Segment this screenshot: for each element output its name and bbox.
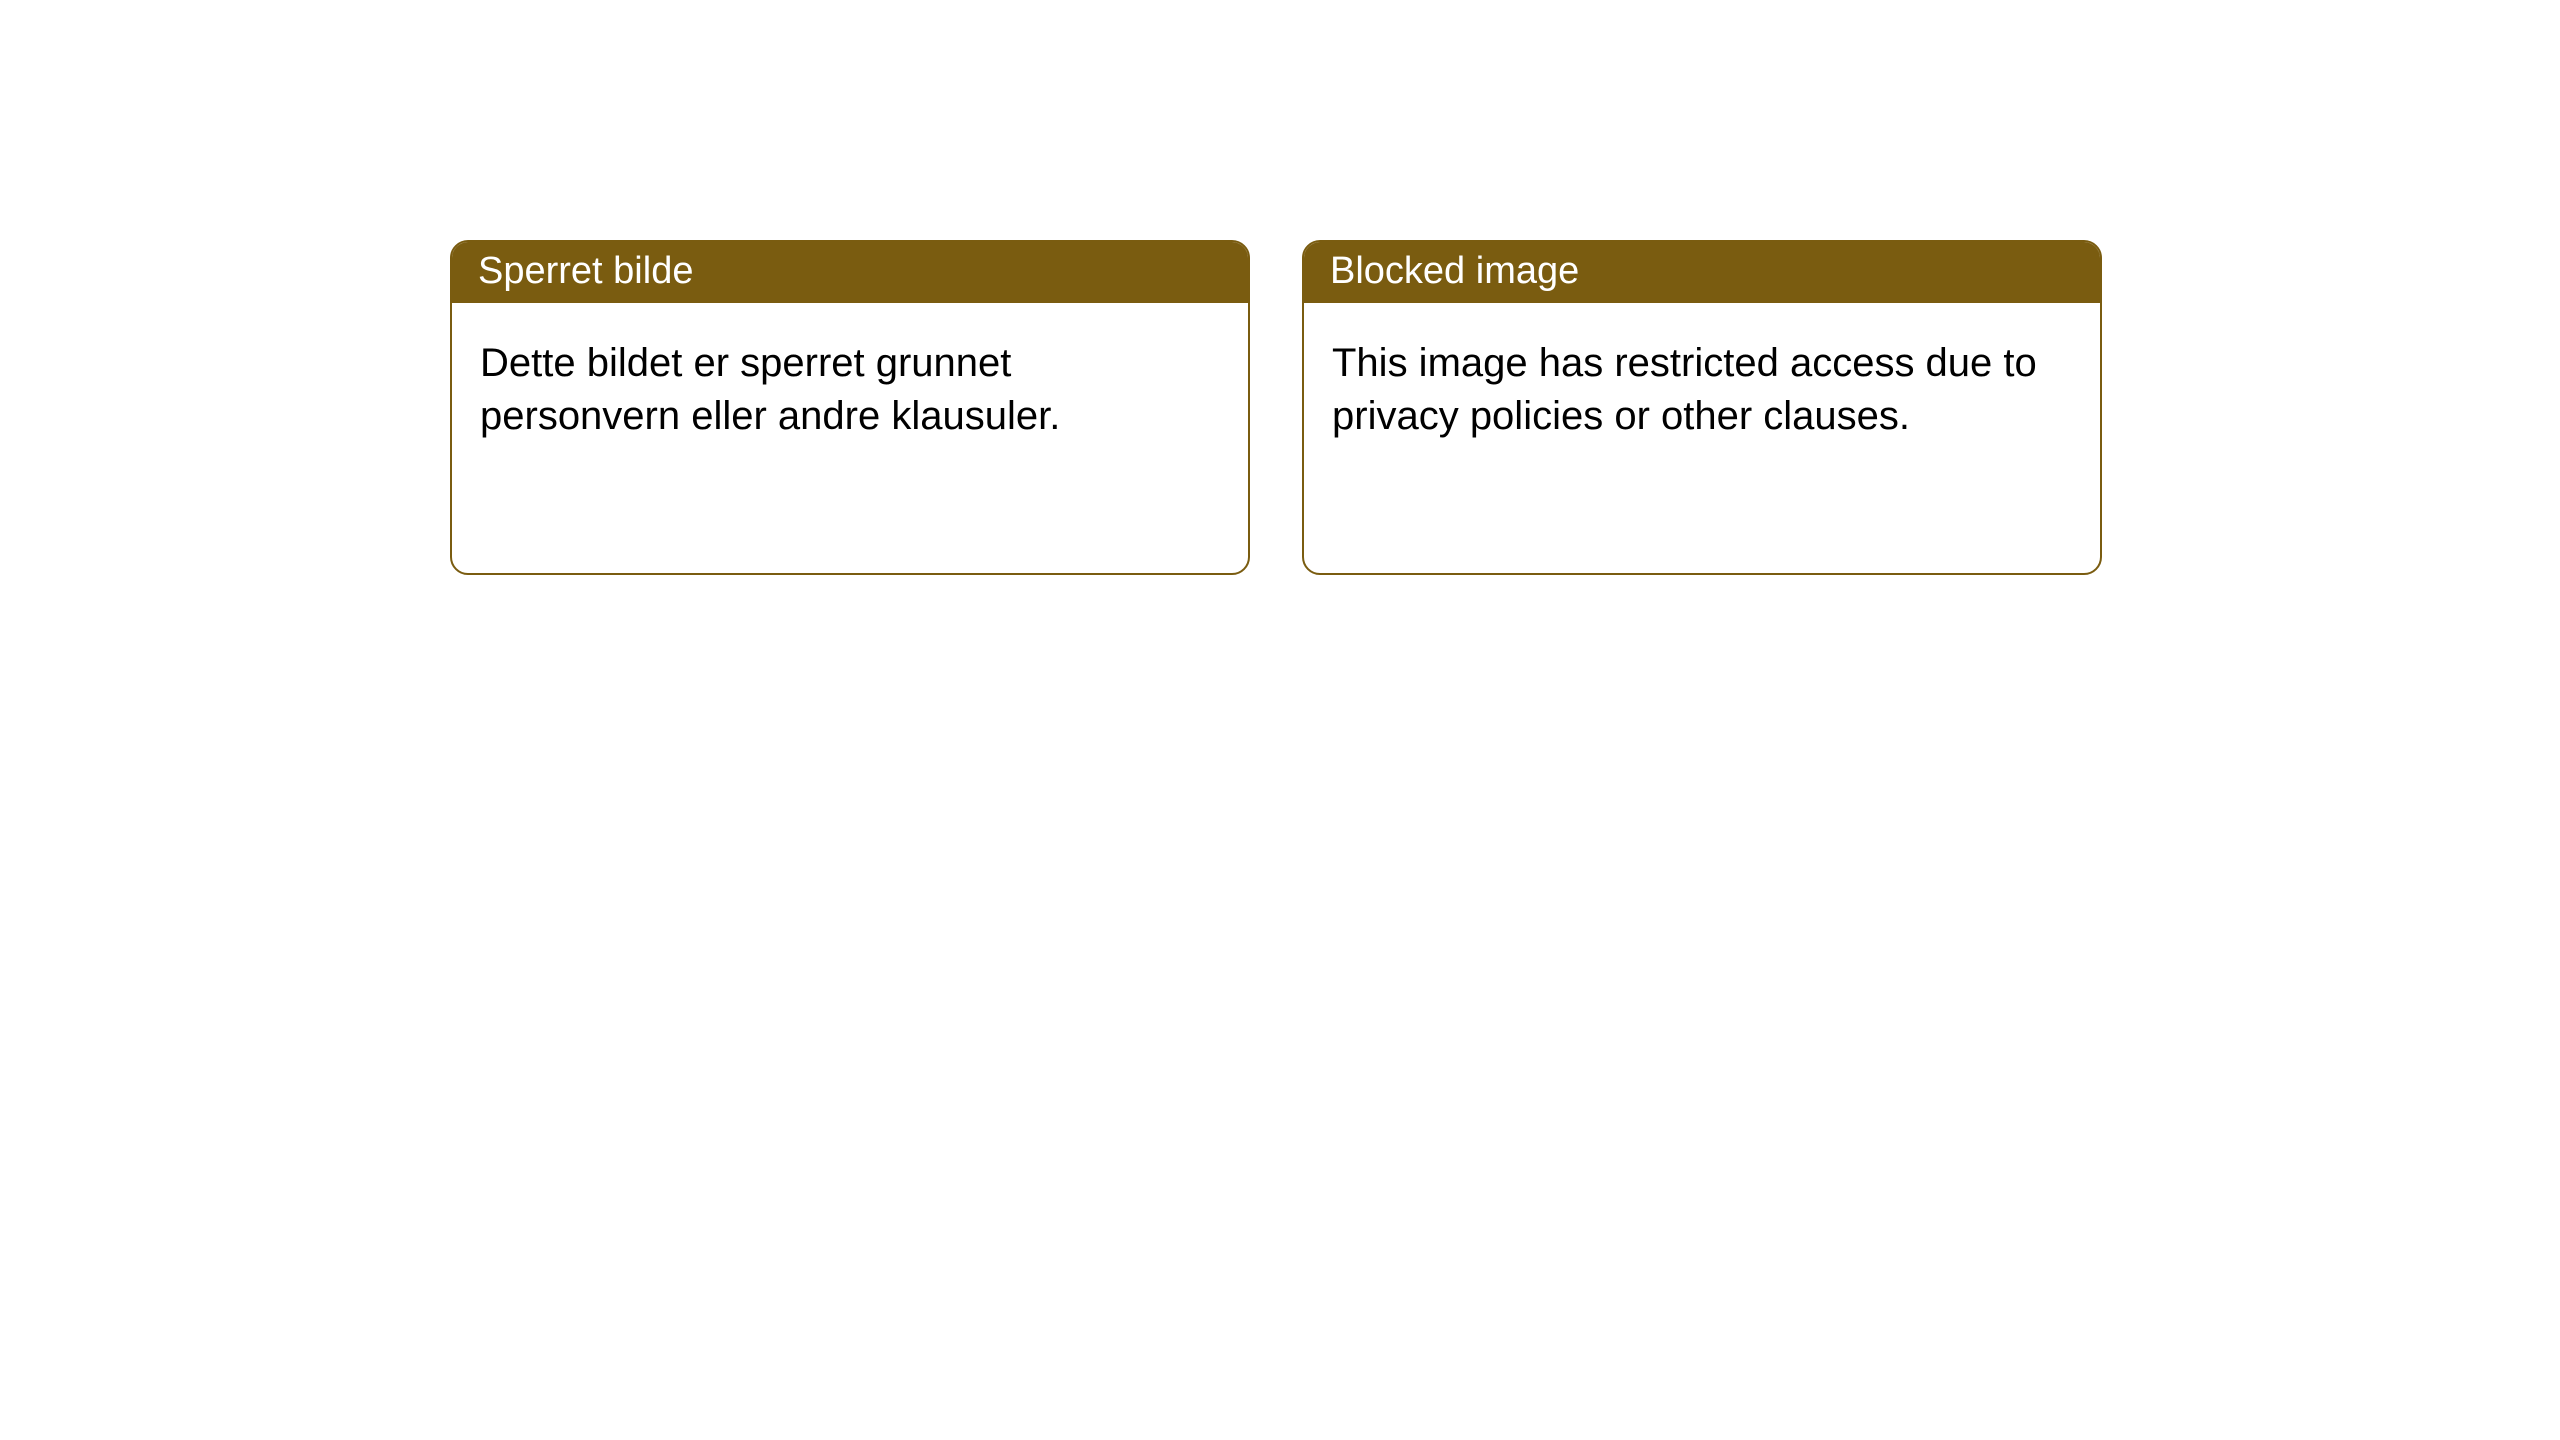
notice-container: Sperret bilde Dette bildet er sperret gr…: [0, 0, 2560, 575]
notice-card-en: Blocked image This image has restricted …: [1302, 240, 2102, 575]
notice-header-no: Sperret bilde: [452, 242, 1248, 303]
notice-body-no: Dette bildet er sperret grunnet personve…: [452, 303, 1248, 477]
notice-header-en: Blocked image: [1304, 242, 2100, 303]
notice-body-en: This image has restricted access due to …: [1304, 303, 2100, 477]
notice-card-no: Sperret bilde Dette bildet er sperret gr…: [450, 240, 1250, 575]
